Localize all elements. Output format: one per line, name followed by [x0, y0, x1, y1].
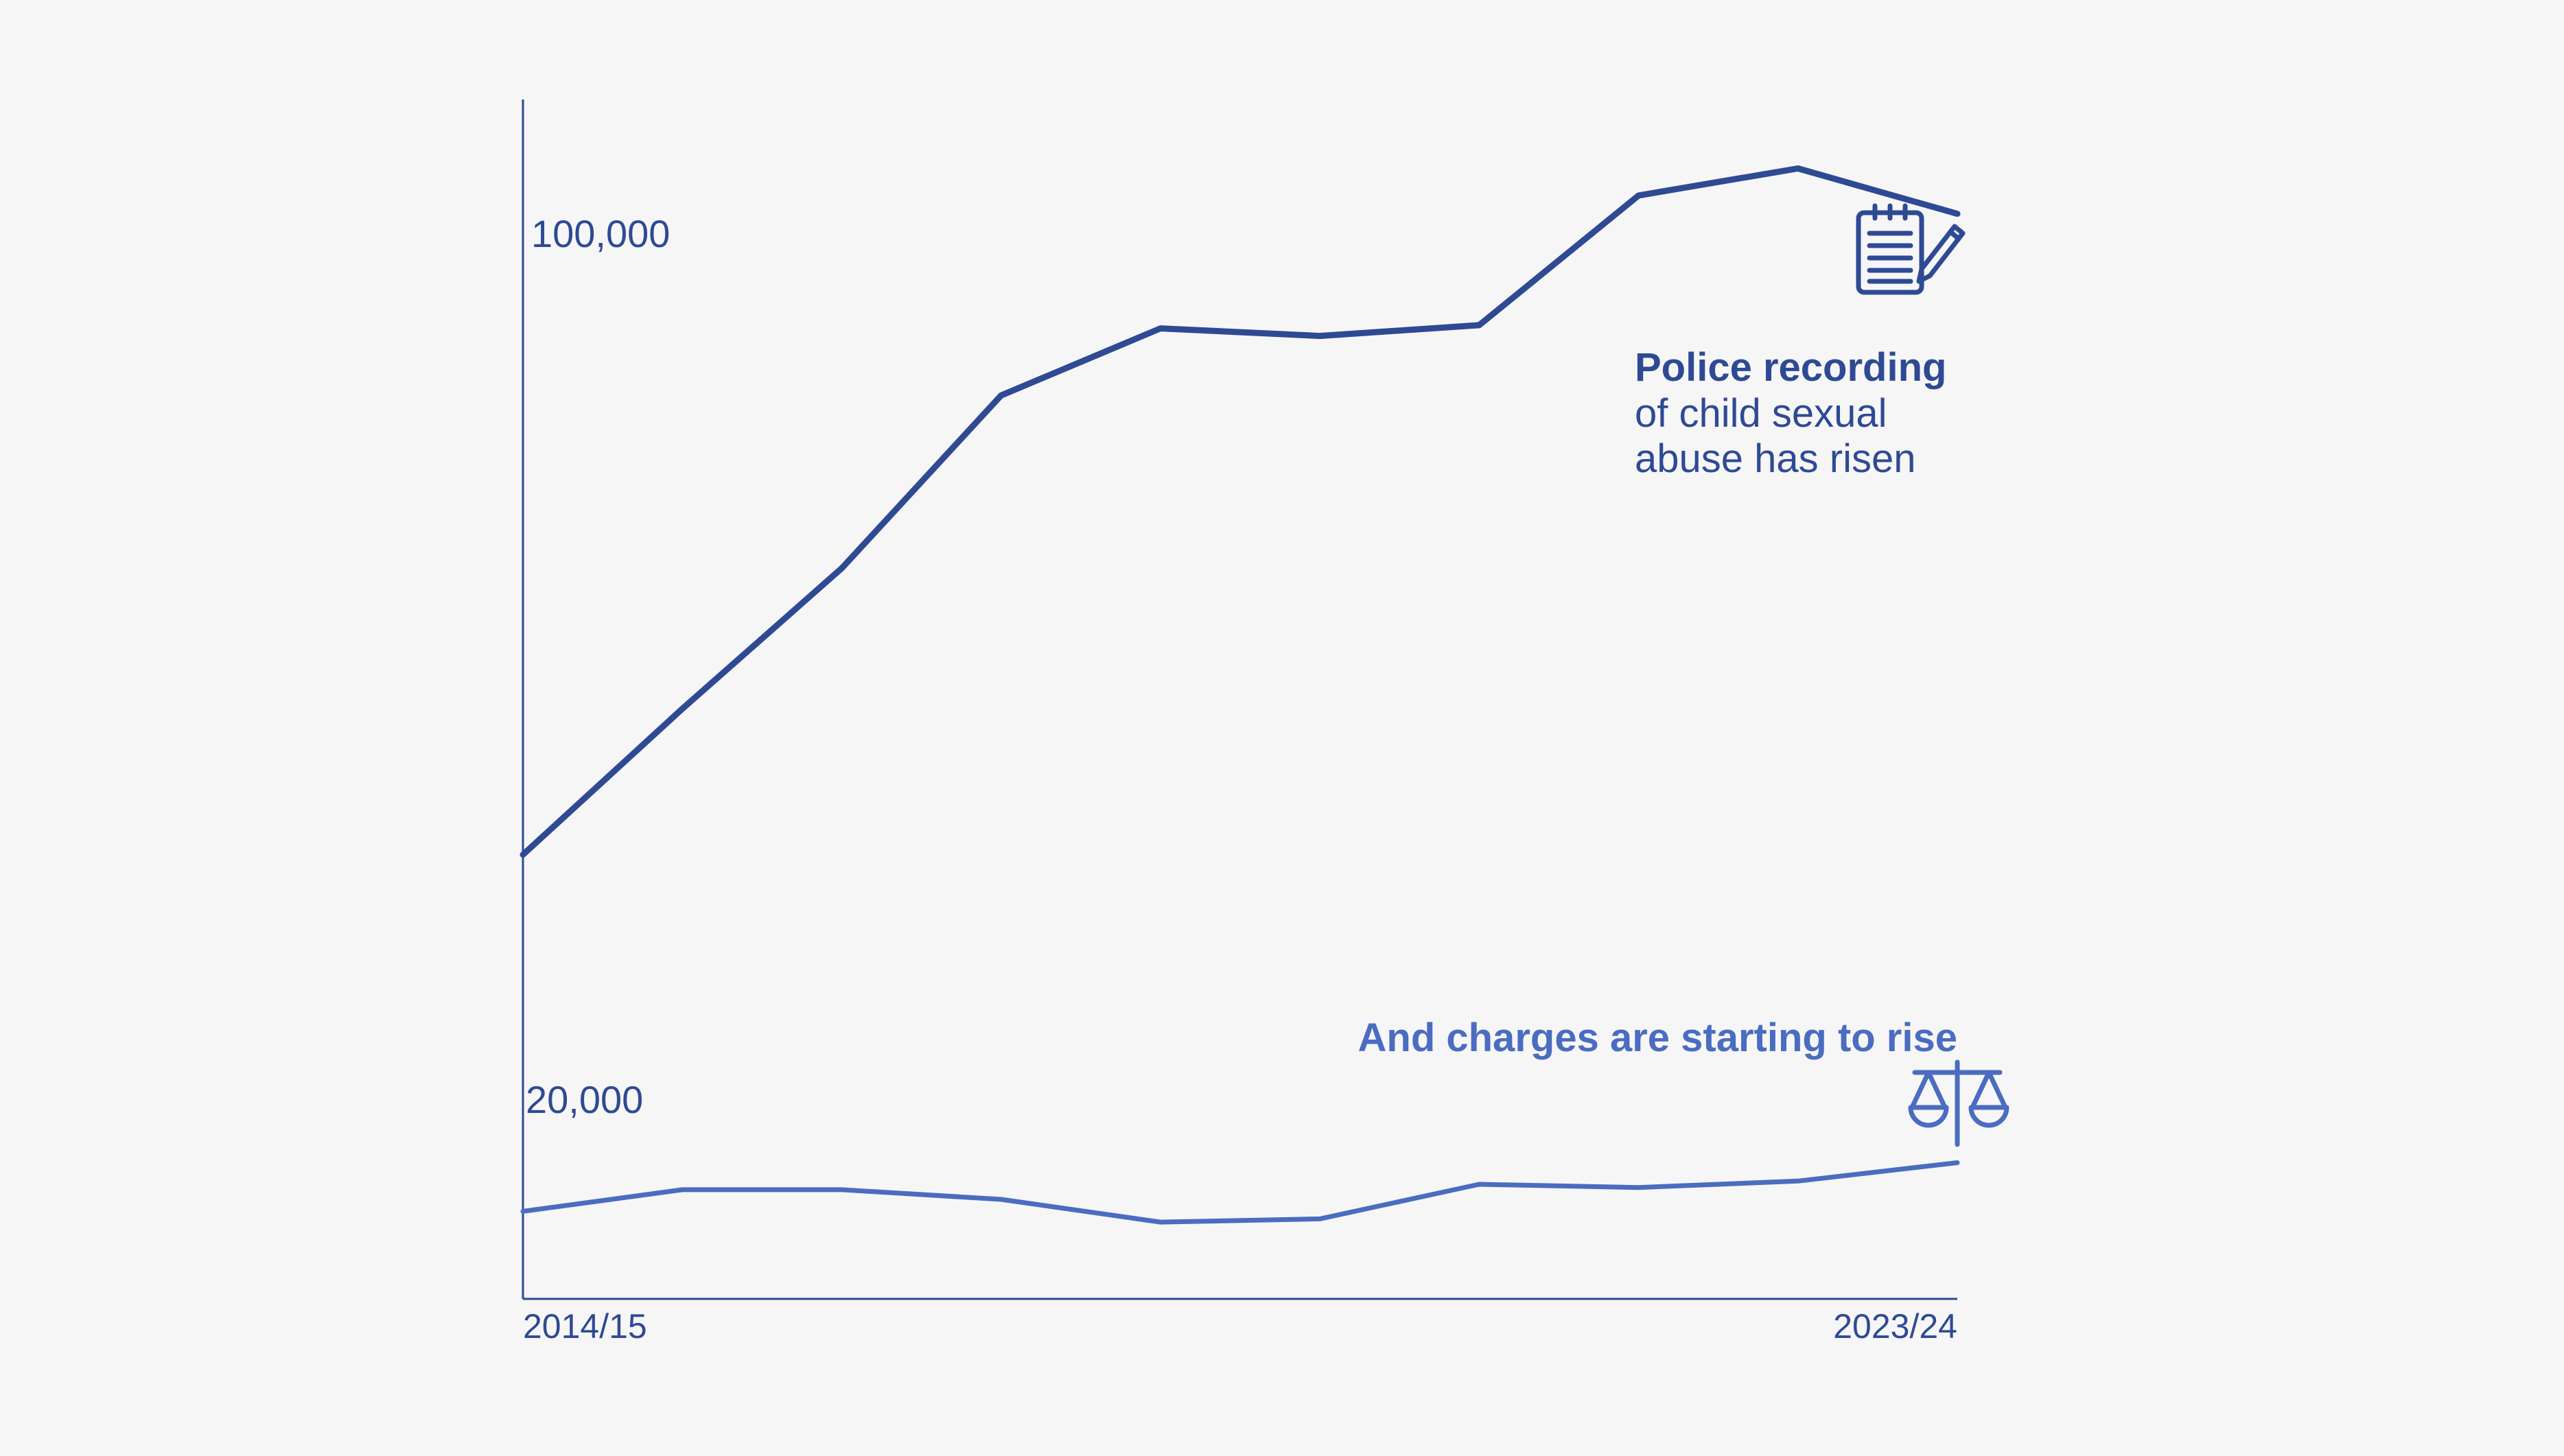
- icons-layer: [1856, 203, 2009, 1147]
- series-line-2: [520, 1160, 1960, 1225]
- y-tick-label: 100,000: [531, 212, 670, 255]
- series-2-annotation-title: And charges are starting to rise: [1358, 1015, 1957, 1060]
- series-layer: [520, 165, 1961, 1225]
- series-line-1: [520, 165, 1961, 858]
- labels-layer: 100,000 20,000 2014/15 2023/24 Police record…: [523, 212, 1957, 1346]
- series-1-annotation-line: abuse has risen: [1635, 436, 1915, 481]
- y-tick-label: 20,000: [526, 1078, 643, 1121]
- x-tick-label: 2023/24: [1833, 1307, 1957, 1346]
- scales-of-justice-icon: [1908, 1059, 2009, 1147]
- axes: [522, 99, 1957, 1300]
- x-tick-label: 2014/15: [523, 1307, 647, 1346]
- series-1-annotation-line: of child sexual: [1635, 391, 1887, 436]
- notepad-pencil-icon: [1856, 203, 1966, 295]
- series-1-annotation-title: Police recording: [1635, 345, 1946, 390]
